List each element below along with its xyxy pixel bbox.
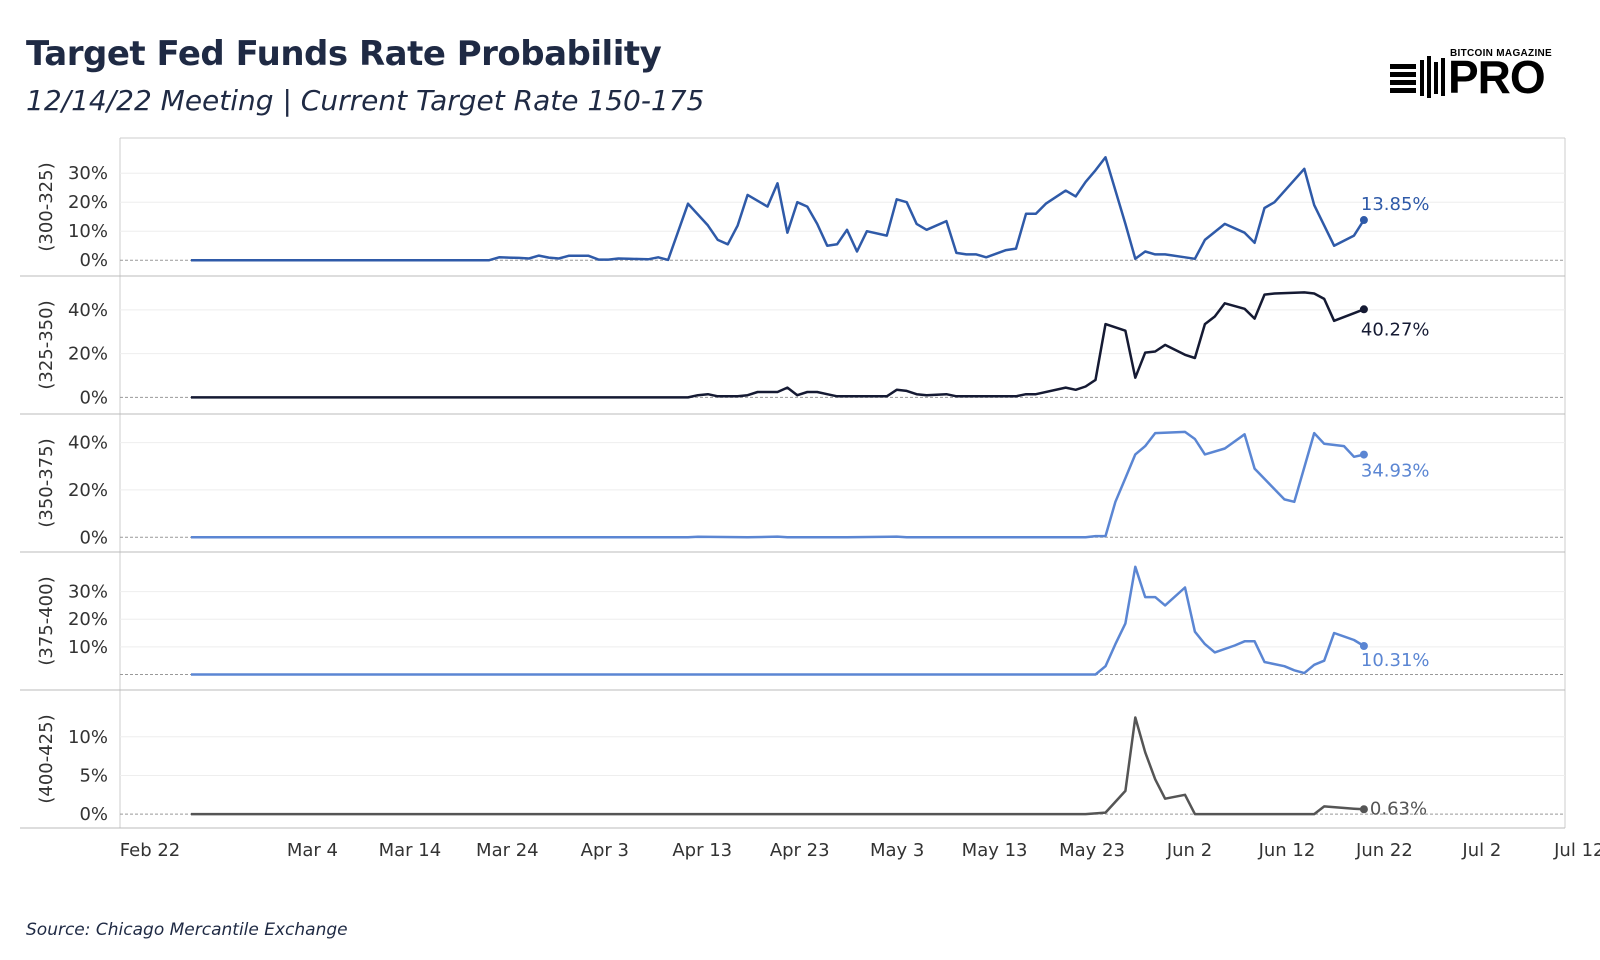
y-axis-label: (300-325) [36,162,57,251]
chart-title: Target Fed Funds Rate Probability [26,34,662,74]
end-value-label: 13.85% [1361,194,1430,215]
chart-source: Source: Chicago Mercantile Exchange [26,920,348,940]
series-line [191,156,1365,262]
x-tick-label: Jun 22 [1355,840,1413,861]
y-axis-label: (325-350) [36,300,57,389]
y-tick-label: 5% [79,765,108,786]
end-value-label: 40.27% [1361,319,1430,340]
y-tick-label: 20% [68,192,108,213]
x-tick-label: Mar 14 [379,840,442,861]
y-axis-label: (350-375) [36,438,57,527]
x-tick-label: Mar 4 [287,840,338,861]
logo-main-text: PRO [1448,51,1546,103]
chart-subtitle: 12/14/22 Meeting | Current Target Rate 1… [26,84,705,117]
x-tick-label: May 3 [870,840,924,861]
y-tick-label: 20% [68,344,108,365]
series-line [191,430,1365,539]
end-point-marker [1359,216,1368,225]
end-point-marker [1359,305,1368,314]
y-tick-label: 10% [68,637,108,658]
end-point-marker [1359,642,1368,651]
x-tick-label: Mar 24 [476,840,539,861]
end-point-marker [1359,805,1368,814]
y-tick-label: 40% [68,300,108,321]
y-axis-label: (400-425) [36,714,57,803]
series-line [191,716,1364,816]
y-tick-label: 10% [68,727,108,748]
x-tick-label: Jul 12 [1553,840,1600,861]
y-tick-label: 20% [68,609,108,630]
end-value-label: 0.63% [1370,798,1427,819]
x-tick-label: May 13 [962,840,1028,861]
y-axis-label: (375-400) [36,576,57,665]
logo-top-text: BITCOIN MAGAZINE [1450,48,1553,59]
x-tick-label: Jun 2 [1166,840,1212,861]
end-value-label: 10.31% [1361,650,1430,671]
y-tick-label: 30% [68,163,108,184]
x-tick-label: Feb 22 [120,840,181,861]
end-point-marker [1359,450,1368,459]
x-tick-label: Apr 3 [581,840,629,861]
brand-logo: BITCOIN MAGAZINE PRO [1390,48,1580,104]
series-line [191,291,1365,399]
x-tick-label: Apr 23 [770,840,830,861]
x-tick-label: Apr 13 [672,840,732,861]
y-tick-label: 40% [68,433,108,454]
x-tick-label: Jun 12 [1258,840,1316,861]
y-tick-label: 30% [68,582,108,603]
y-tick-label: 0% [79,387,108,408]
x-tick-label: May 23 [1059,840,1125,861]
y-tick-label: 20% [68,480,108,501]
x-tick-label: Jul 2 [1461,840,1501,861]
y-tick-label: 0% [79,527,108,548]
y-tick-label: 10% [68,221,108,242]
end-value-label: 34.93% [1361,461,1430,482]
y-tick-label: 0% [79,804,108,825]
y-tick-label: 0% [79,250,108,271]
series-line [191,565,1365,676]
logo-bars-icon [1390,56,1445,98]
